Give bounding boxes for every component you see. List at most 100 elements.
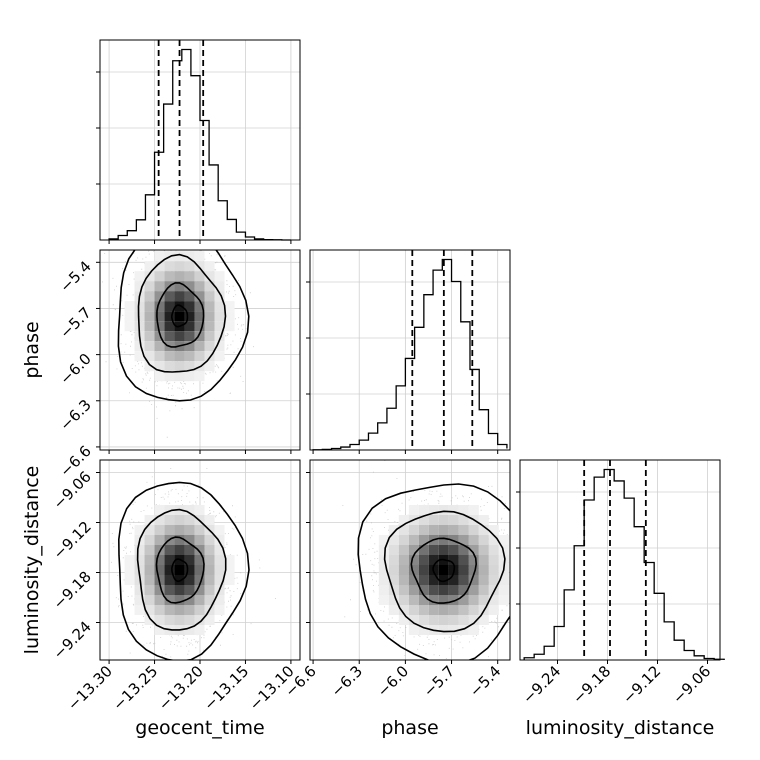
density-cell	[154, 525, 165, 535]
density-cell	[224, 321, 235, 332]
density-cell	[388, 565, 399, 575]
density-cell	[174, 361, 185, 372]
density-cell	[184, 565, 195, 575]
density-cell	[478, 535, 489, 545]
density-cell	[204, 311, 215, 322]
density-cell	[154, 595, 165, 605]
density-cell	[164, 331, 175, 342]
density-cell	[438, 545, 449, 555]
density-cell	[194, 595, 205, 605]
density-cell	[428, 595, 439, 605]
density-cell	[458, 585, 469, 595]
density-cell	[164, 575, 175, 585]
density-cell	[418, 575, 429, 585]
density-cell	[174, 291, 185, 302]
density-cell	[458, 505, 469, 515]
panel-background	[520, 460, 720, 660]
density-cell	[478, 595, 489, 605]
density-cell	[458, 535, 469, 545]
density-cell	[194, 371, 205, 382]
density-cell	[468, 565, 479, 575]
density-cell	[204, 515, 215, 525]
density-cell	[144, 585, 155, 595]
density-cell	[388, 535, 399, 545]
density-cell	[438, 585, 449, 595]
density-cell	[458, 515, 469, 525]
density-cell	[184, 281, 195, 292]
density-cell	[448, 515, 459, 525]
density-cell	[458, 605, 469, 615]
density-cell	[478, 555, 489, 565]
density-cell	[154, 625, 165, 635]
density-cell	[134, 301, 145, 312]
density-cell	[174, 261, 185, 272]
density-cell	[438, 505, 449, 515]
density-cell	[144, 605, 155, 615]
contour-level-4	[170, 304, 189, 328]
density-cell	[214, 525, 225, 535]
density-cell	[428, 615, 439, 625]
density-cell	[378, 575, 389, 585]
density-cell	[184, 271, 195, 282]
density-cell	[174, 535, 185, 545]
density-cell	[194, 565, 205, 575]
density-cell	[194, 331, 205, 342]
density-cell	[154, 615, 165, 625]
density-cell	[428, 515, 439, 525]
density-cell	[204, 585, 215, 595]
density-cell	[124, 565, 135, 575]
density-cell	[468, 605, 479, 615]
density-cell	[398, 535, 409, 545]
density-cell	[144, 341, 155, 352]
density-cell	[408, 585, 419, 595]
density-cell	[134, 341, 145, 352]
density-cell	[488, 595, 499, 605]
density-cell	[214, 545, 225, 555]
density-cell	[498, 585, 509, 595]
density-cell	[498, 575, 509, 585]
density-cell	[378, 545, 389, 555]
density-cell	[184, 585, 195, 595]
density-cell	[194, 505, 205, 515]
density-cell	[488, 565, 499, 575]
density-cell	[154, 545, 165, 555]
density-cell	[388, 595, 399, 605]
density-cell	[458, 625, 469, 635]
density-cell	[144, 535, 155, 545]
density-cell	[438, 605, 449, 615]
density-cell	[154, 311, 165, 322]
density-cell	[184, 331, 195, 342]
density-cell	[124, 321, 135, 332]
density-cell	[184, 251, 195, 262]
density-cell	[214, 595, 225, 605]
density-cell	[174, 605, 185, 615]
density-cell	[134, 605, 145, 615]
density-cell	[378, 535, 389, 545]
density-cell	[418, 555, 429, 565]
density-cell	[398, 575, 409, 585]
scatter-panel-phase-vs-luminosity_distance	[306, 459, 511, 664]
density-cell	[448, 535, 459, 545]
density-cell	[174, 545, 185, 555]
density-cell	[174, 331, 185, 342]
density-cell	[144, 615, 155, 625]
density-cell	[154, 331, 165, 342]
density-cell	[418, 605, 429, 615]
density-cell	[438, 525, 449, 535]
density-cell	[498, 535, 509, 545]
density-cell	[144, 311, 155, 322]
density-cell	[144, 301, 155, 312]
density-cell	[184, 351, 195, 362]
density-cell	[164, 261, 175, 272]
density-cell	[144, 281, 155, 292]
histogram-step-phase	[312, 258, 508, 451]
x-axis-label-geocent_time: geocent_time	[135, 717, 264, 739]
density-cell	[428, 555, 439, 565]
density-cell	[154, 301, 165, 312]
density-cell	[398, 515, 409, 525]
density-cell	[194, 605, 205, 615]
density-cell	[398, 605, 409, 615]
density-cell	[154, 535, 165, 545]
density-cell	[438, 565, 449, 575]
density-cell	[194, 535, 205, 545]
